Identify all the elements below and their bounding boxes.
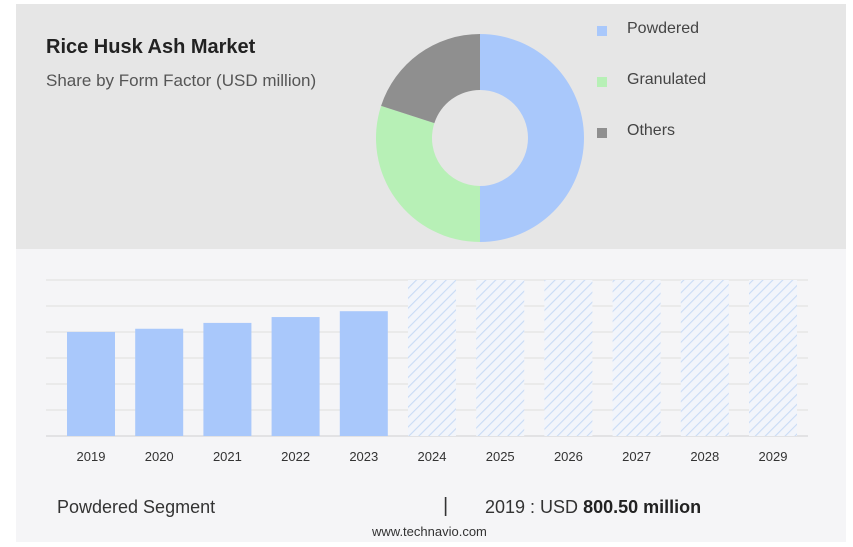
x-tick-label: 2020 [145,449,174,464]
x-tick-label: 2028 [690,449,719,464]
x-tick-label: 2024 [418,449,447,464]
x-tick-label: 2026 [554,449,583,464]
chart-subtitle: Share by Form Factor (USD million) [46,71,317,90]
chart-title: Rice Husk Ash Market [46,36,256,58]
donut-slice-powdered [480,34,584,242]
bar-chart: 2019 2020 2021 2022 2023 2024 2025 2026 2027 2028… [46,279,808,464]
segment-value-prefix: 2019 : USD [485,497,579,517]
legend-label: Powdered [627,20,700,37]
x-tick-label: 2023 [349,449,378,464]
bar-forecast-2025 [476,280,525,436]
bar-forecast-2024 [408,280,456,436]
bar-forecast-2027 [612,280,661,436]
legend-label: Others [627,122,676,139]
legend-swatch-others [597,128,607,138]
donut-slice-others [381,34,480,124]
bar-2022 [271,317,320,436]
x-tick-label: 2029 [759,449,788,464]
bar-2023 [339,311,388,436]
x-tick-label: 2027 [622,449,651,464]
bar-2021 [203,322,252,436]
bar-forecast-2028 [680,280,729,436]
legend-label: Granulated [627,71,707,88]
footer-separator: | [443,495,449,517]
legend-swatch-powdered [597,26,607,36]
x-tick-label: 2025 [486,449,515,464]
bar-2019 [67,331,115,436]
legend-swatch-granulated [597,77,607,87]
segment-value: 2019 : USD 800.50 million [485,497,701,518]
segment-value-amount: 800.50 million [583,497,702,517]
bar-forecast-2029 [749,280,797,436]
bar-2020 [135,328,184,436]
bar-forecast-2026 [544,280,593,436]
x-tick-label: 2022 [281,449,310,464]
donut-chart [376,34,584,242]
donut-slice-granulated [376,105,480,242]
watermark: www.technavio.com [372,524,487,539]
x-tick-label: 2021 [213,449,242,464]
segment-label: Powdered Segment [57,497,216,517]
x-tick-label: 2019 [77,449,106,464]
